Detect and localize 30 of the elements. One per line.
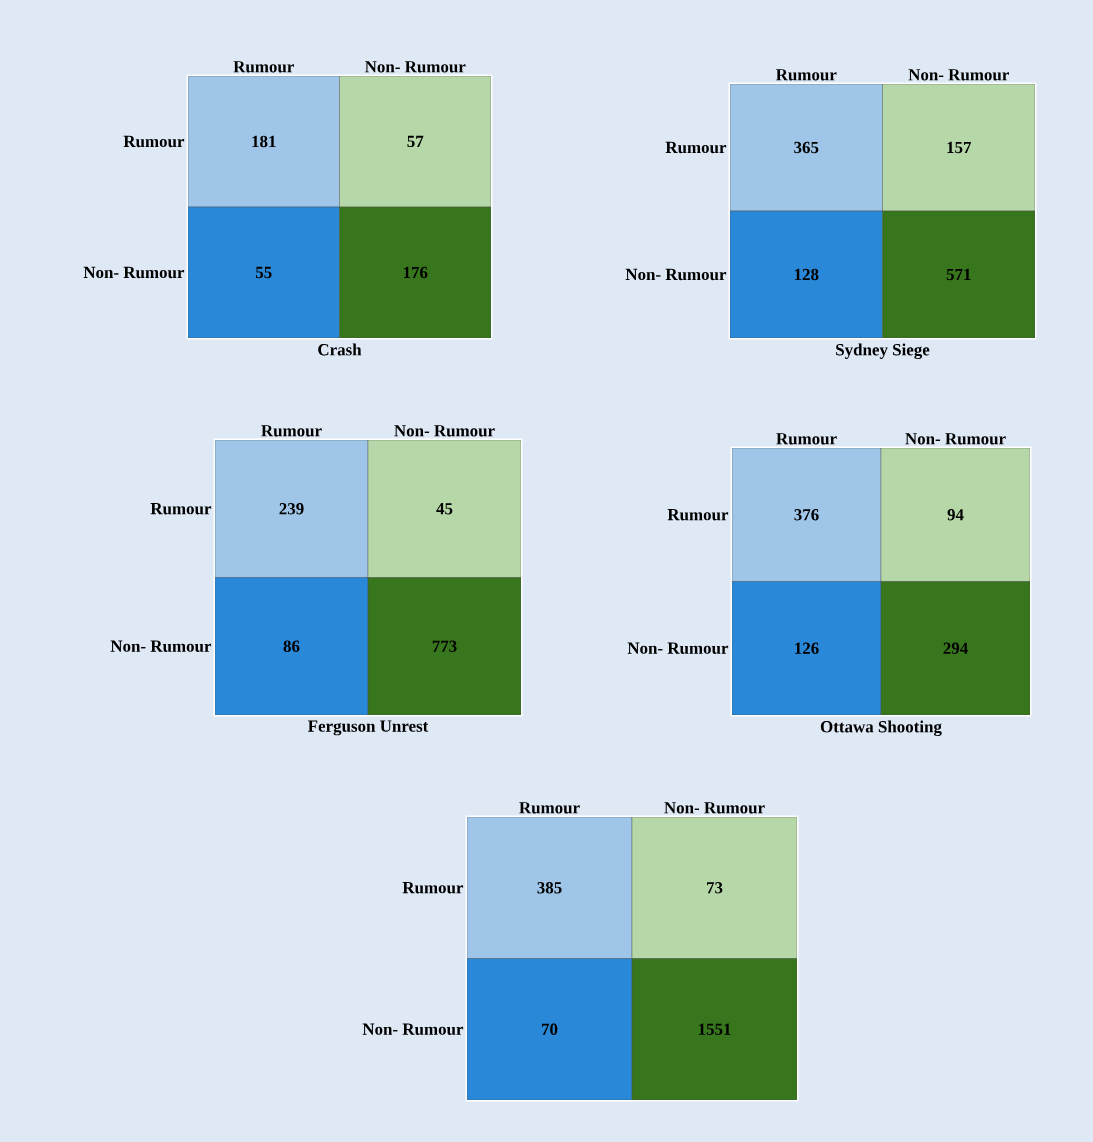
data-label: 57 <box>407 135 424 148</box>
data-label: 86 <box>283 640 300 652</box>
data-label: 773 <box>432 640 457 652</box>
y-tick-label: Rumour <box>665 141 727 154</box>
text: Ottawa Shooting <box>820 720 942 737</box>
y-tick-label: Non- Rumour <box>625 268 727 281</box>
data-label: 157 <box>947 141 972 154</box>
data-label: 181 <box>252 135 276 148</box>
data-label: 365 <box>794 141 819 154</box>
y-tick-label: Rumour <box>123 135 185 148</box>
data-label: 55 <box>255 266 272 279</box>
y-tick-label: Non- Rumour <box>110 640 212 652</box>
y-tick-label: Rumour <box>667 509 729 521</box>
data-label: 94 <box>947 509 964 521</box>
data-label: 571 <box>946 268 971 281</box>
data-label: 385 <box>537 882 562 894</box>
data-label: 70 <box>542 1023 558 1035</box>
data-label: 239 <box>279 503 304 515</box>
data-label: 73 <box>707 882 723 894</box>
data-label: 294 <box>943 642 968 654</box>
data-label: 126 <box>795 642 819 654</box>
data-label: 1551 <box>698 1023 731 1035</box>
text: Ferguson Unrest <box>308 720 429 736</box>
data-label: 376 <box>794 509 819 521</box>
data-label: 128 <box>794 268 819 281</box>
text: Crash <box>318 343 362 356</box>
y-tick-label: Non- Rumour <box>627 642 729 654</box>
data-label: 176 <box>403 266 428 279</box>
text: Sydney Siege <box>836 343 930 360</box>
data-label: 45 <box>436 503 453 515</box>
